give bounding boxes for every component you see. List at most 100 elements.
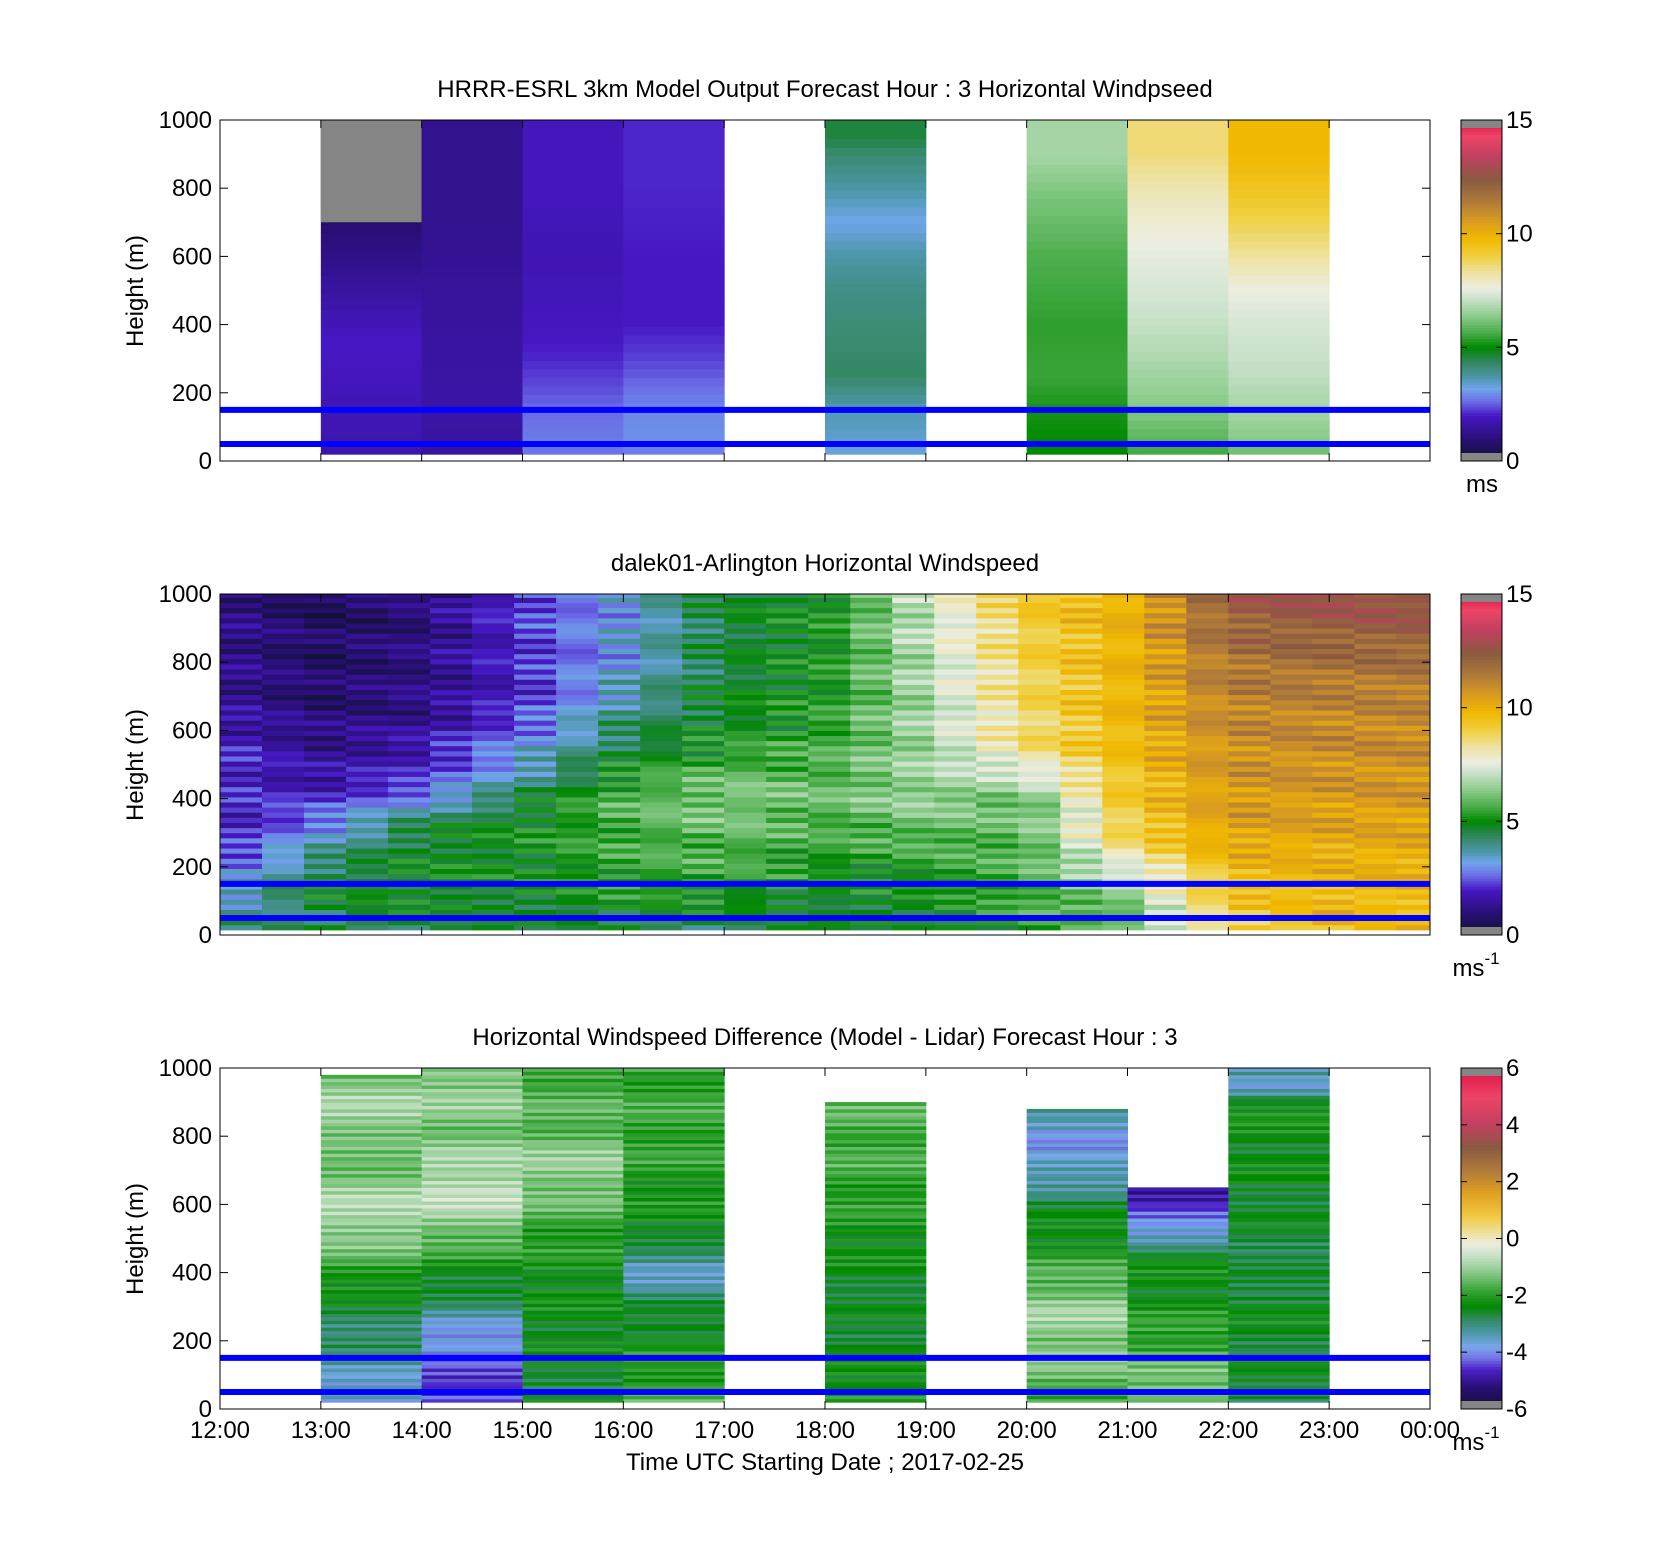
heat-cell xyxy=(430,766,473,772)
colorbar-swatch xyxy=(1461,1323,1502,1327)
heat-cell xyxy=(623,1194,725,1199)
heat-cell xyxy=(421,1333,523,1338)
heat-cell xyxy=(1186,648,1229,655)
heat-cell xyxy=(388,853,431,859)
heat-cell xyxy=(1270,709,1313,716)
heat-cell xyxy=(825,1364,927,1369)
heat-cell xyxy=(682,888,725,895)
heat-cell xyxy=(1144,924,1187,931)
heat-cell xyxy=(825,1385,927,1390)
y-tick-label: 600 xyxy=(172,717,212,744)
heat-cell xyxy=(976,740,1019,747)
heat-cell xyxy=(320,1374,423,1379)
heat-cell xyxy=(1018,786,1061,793)
heat-cell xyxy=(825,1303,927,1308)
heat-cell xyxy=(1127,385,1229,395)
heat-cell xyxy=(1018,899,1061,905)
heat-cell xyxy=(682,607,725,614)
heat-cell xyxy=(430,863,473,870)
heat-cell xyxy=(1186,837,1229,844)
heat-cell xyxy=(623,360,725,370)
heat-cell xyxy=(1144,643,1187,650)
heat-cell xyxy=(1228,755,1271,762)
heat-cell xyxy=(1228,1068,1330,1072)
heat-cell xyxy=(1228,648,1271,655)
heat-cell xyxy=(1312,704,1355,711)
heat-cell xyxy=(421,1262,523,1267)
heat-cell xyxy=(976,689,1019,696)
colorbar-swatch xyxy=(1461,900,1502,905)
heat-cell xyxy=(724,720,767,726)
heat-cell xyxy=(522,1224,624,1229)
heat-cell xyxy=(262,638,305,644)
heat-cell xyxy=(1312,617,1355,624)
heat-cell xyxy=(1026,1146,1128,1151)
heat-cell xyxy=(1018,638,1061,644)
heat-cell xyxy=(825,428,927,438)
heat-cell xyxy=(1026,1306,1128,1311)
heat-cell xyxy=(421,326,523,336)
heat-cell xyxy=(766,822,809,829)
heat-cell xyxy=(766,919,809,926)
heat-cell xyxy=(304,689,347,696)
colorbar-swatch xyxy=(1461,855,1502,859)
heat-cell xyxy=(1127,275,1229,285)
heat-cell xyxy=(220,715,263,721)
colorbar-swatch xyxy=(1461,1241,1502,1245)
heat-cell xyxy=(1228,735,1271,742)
colorbar-swatch xyxy=(1461,679,1502,683)
heat-cell xyxy=(421,1361,523,1366)
heat-cell xyxy=(825,1187,927,1192)
heat-cell xyxy=(825,1316,927,1321)
heat-cell xyxy=(1186,776,1229,783)
heat-cell xyxy=(346,873,389,880)
heat-cell xyxy=(1354,633,1397,639)
heat-cell xyxy=(220,837,263,844)
heat-cell xyxy=(1102,669,1145,675)
heat-cell xyxy=(724,750,767,757)
heat-cell xyxy=(514,781,557,788)
heat-cell xyxy=(1026,215,1128,225)
heat-cell xyxy=(1228,1125,1330,1130)
heat-cell xyxy=(346,740,389,747)
colorbar-swatch xyxy=(1461,1170,1502,1174)
heat-cell xyxy=(1312,848,1355,854)
heat-cell xyxy=(1144,822,1187,829)
heat-cell xyxy=(262,674,305,680)
heat-cell xyxy=(388,648,431,655)
heat-cell xyxy=(623,1197,725,1202)
heat-cell xyxy=(346,684,389,690)
heat-cell xyxy=(262,694,305,701)
colorbar-swatch xyxy=(1461,1261,1502,1265)
heat-cell xyxy=(556,827,599,834)
heat-cell xyxy=(1228,1303,1330,1308)
heat-cell xyxy=(421,1068,523,1072)
colorbar-swatch xyxy=(1461,185,1502,189)
colorbar-swatch xyxy=(1461,227,1502,232)
heat-cell xyxy=(1018,827,1061,834)
colorbar-swatch xyxy=(1461,670,1502,674)
heat-cell xyxy=(430,689,473,696)
heat-cell xyxy=(724,602,767,609)
heat-cell xyxy=(1127,138,1229,148)
heat-cell xyxy=(421,1395,523,1400)
colorbar-swatch xyxy=(1461,1087,1502,1092)
heat-cell xyxy=(1270,594,1313,598)
colorbar-swatch xyxy=(1461,1198,1502,1202)
reference-lines xyxy=(220,406,1430,447)
heat-cell xyxy=(421,1115,523,1120)
heat-cell xyxy=(623,1200,725,1205)
x-tick-label: 15:00 xyxy=(492,1417,552,1444)
heat-cell xyxy=(1102,704,1145,711)
heat-cell xyxy=(1396,837,1430,844)
heat-cell xyxy=(1228,1221,1330,1226)
heat-cell xyxy=(598,894,641,900)
heat-cell xyxy=(682,755,725,762)
heat-cell xyxy=(421,1299,523,1304)
heat-cell xyxy=(976,868,1019,875)
heat-cell xyxy=(892,704,935,711)
heat-cell xyxy=(1102,750,1145,757)
heat-cell xyxy=(808,802,851,808)
heat-cell xyxy=(1228,771,1271,777)
heat-cell xyxy=(304,648,347,655)
